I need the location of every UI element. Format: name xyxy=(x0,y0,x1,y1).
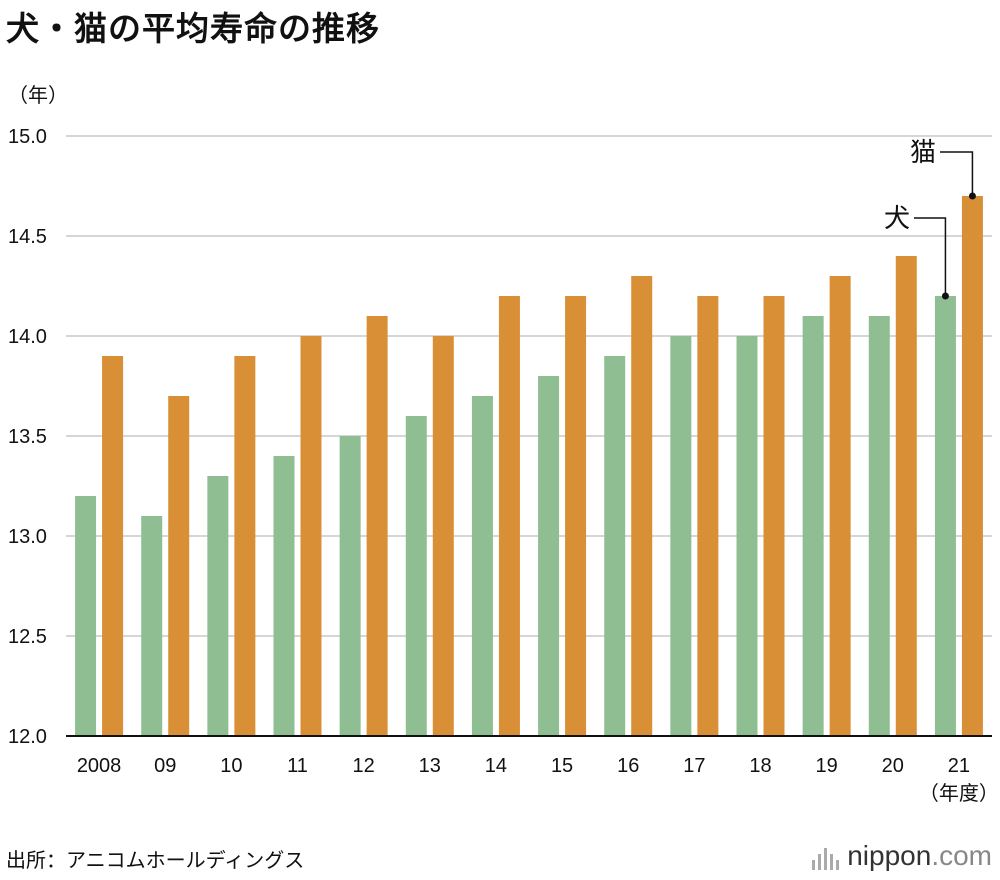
x-tick-label: 10 xyxy=(220,755,242,777)
x-tick-label: 17 xyxy=(683,755,705,777)
dog-bar xyxy=(339,436,361,736)
dog-bar xyxy=(141,516,163,736)
dog-bar xyxy=(273,456,295,736)
cat-bar xyxy=(102,356,124,736)
x-tick-label: 16 xyxy=(617,755,639,777)
cat-bar xyxy=(895,256,917,736)
cat-bar xyxy=(565,296,587,736)
logo-bars-icon xyxy=(812,842,840,870)
cat-bar xyxy=(300,336,322,736)
x-tick-label: 21 xyxy=(948,755,970,777)
chart-title: 犬・猫の平均寿命の推移 xyxy=(6,9,380,48)
dog-bar xyxy=(405,416,427,736)
y-tick-label: 12.5 xyxy=(8,626,47,648)
dog-bar xyxy=(604,356,626,736)
dog-bar xyxy=(75,496,97,736)
cat-bar xyxy=(829,276,851,736)
nippon-logo: nippon .com xyxy=(812,840,992,872)
cat-callout-dot xyxy=(968,192,976,200)
cat-bar xyxy=(697,296,719,736)
x-tick-label: 2008 xyxy=(77,755,122,777)
x-axis-label: （年度） xyxy=(919,781,999,805)
dog-bar xyxy=(538,376,560,736)
dog-callout-dot xyxy=(941,292,949,300)
cat-bar xyxy=(432,336,454,736)
x-tick-label: 11 xyxy=(287,755,308,777)
y-tick-label: 15.0 xyxy=(8,126,47,148)
x-tick-label: 12 xyxy=(353,755,375,777)
logo-tld: .com xyxy=(931,840,992,871)
x-tick-label: 09 xyxy=(154,755,176,777)
cat-bar xyxy=(366,316,388,736)
y-tick-label: 14.5 xyxy=(8,226,47,248)
y-tick-label: 13.0 xyxy=(8,526,47,548)
cat-bar xyxy=(763,296,785,736)
y-tick-label: 13.5 xyxy=(8,426,47,448)
cat-legend-label: 猫 xyxy=(910,138,936,168)
dog-bar xyxy=(670,336,692,736)
x-tick-label: 20 xyxy=(882,755,904,777)
dog-bar xyxy=(868,316,890,736)
cat-bar xyxy=(961,196,983,736)
dog-bar xyxy=(207,476,229,736)
dog-callout-line xyxy=(914,217,947,296)
x-tick-label: 13 xyxy=(419,755,441,777)
x-tick-label: 18 xyxy=(749,755,771,777)
cat-callout-line xyxy=(940,151,974,196)
y-tick-label: 14.0 xyxy=(8,326,47,348)
cat-bar xyxy=(498,296,520,736)
dog-legend-label: 犬 xyxy=(884,204,910,234)
dog-bar xyxy=(471,396,493,736)
x-tick-label: 15 xyxy=(551,755,573,777)
cat-bar xyxy=(234,356,256,736)
logo-name: nippon xyxy=(847,840,932,871)
cat-bar xyxy=(631,276,653,736)
y-axis-label: （年） xyxy=(8,83,68,107)
y-tick-label: 12.0 xyxy=(8,726,47,748)
x-tick-label: 14 xyxy=(485,755,507,777)
cat-bar xyxy=(168,396,190,736)
x-tick-label: 19 xyxy=(816,755,838,777)
dog-bar xyxy=(934,296,956,736)
dog-bar xyxy=(736,336,758,736)
source-note: 出所：アニコムホールディングス xyxy=(6,848,305,872)
dog-bar xyxy=(802,316,824,736)
